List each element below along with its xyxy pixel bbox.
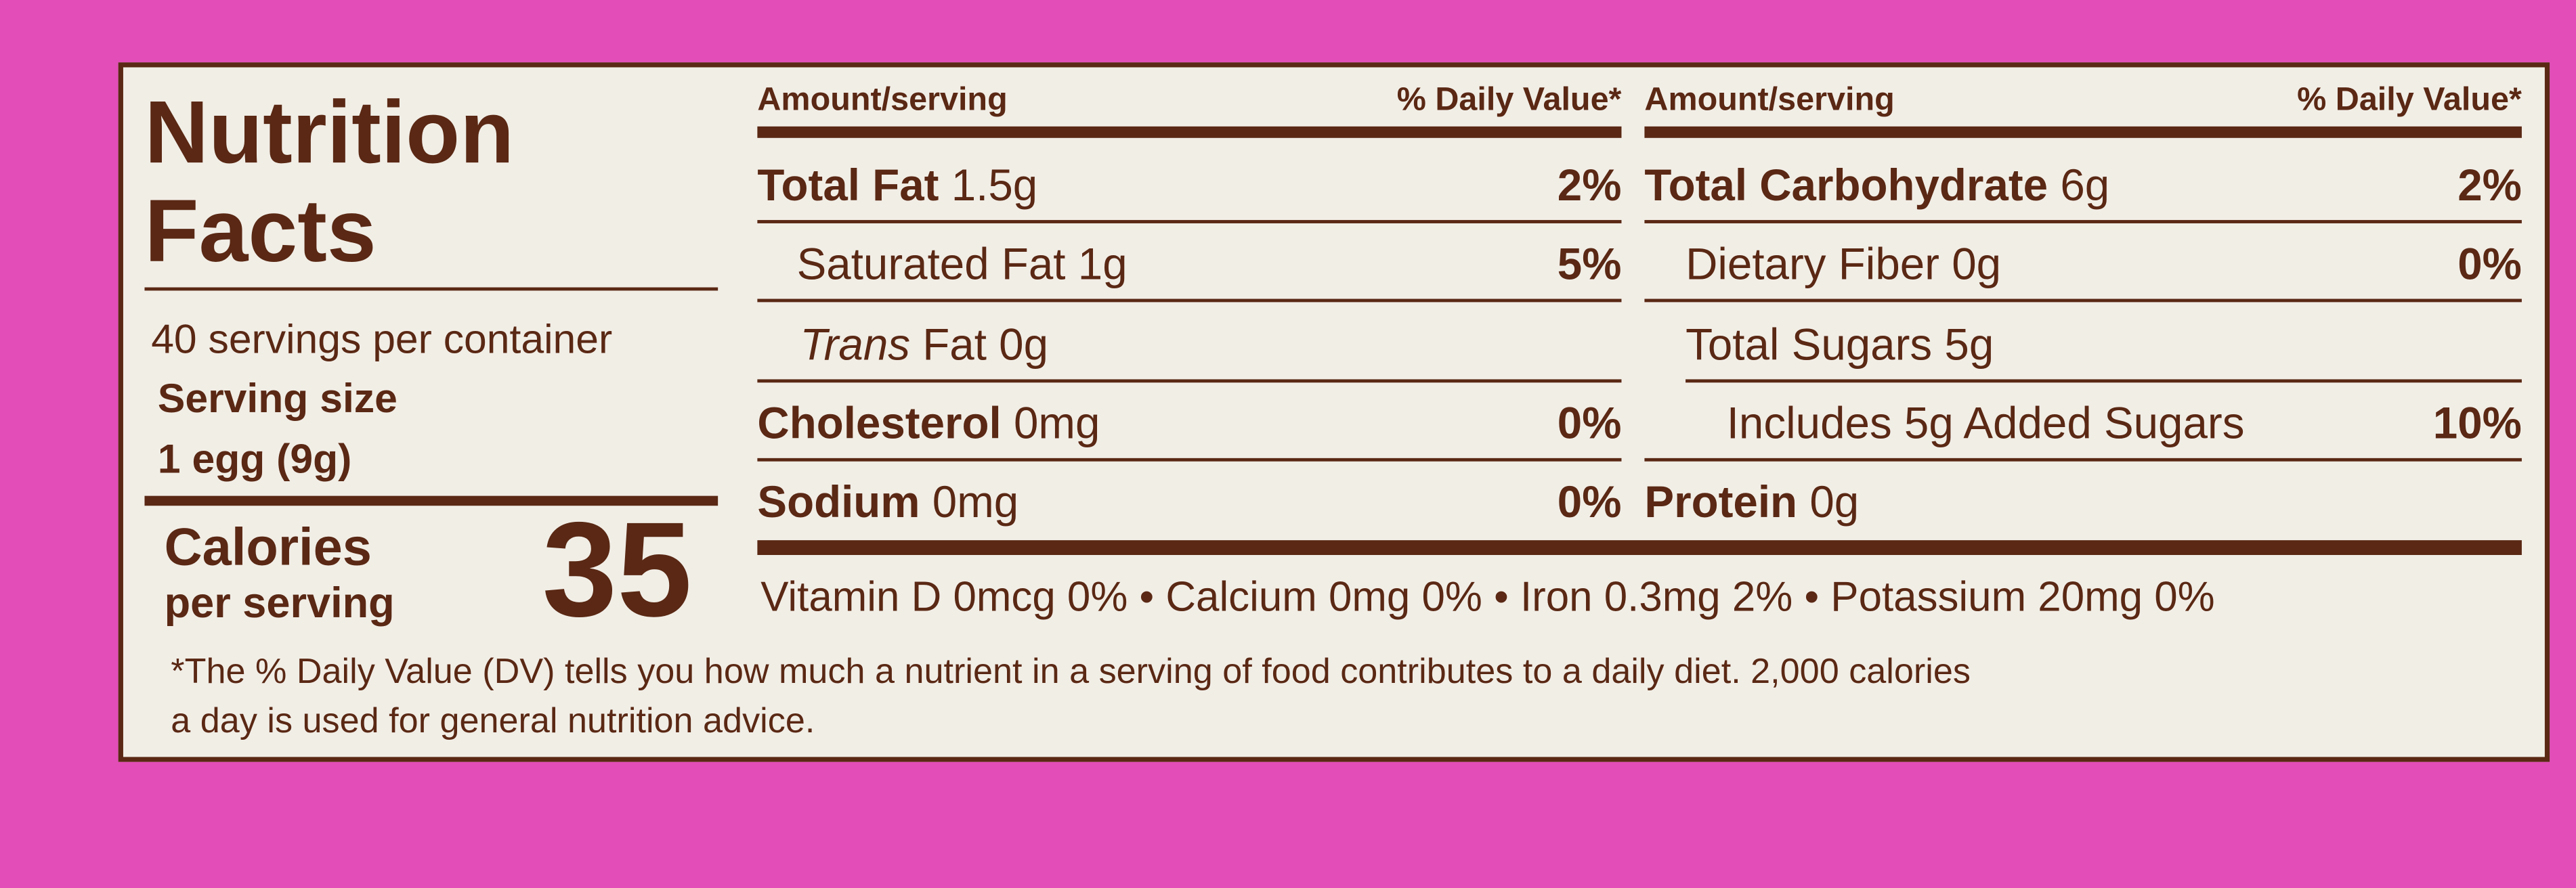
nutrient-dv: 5% (1557, 238, 1622, 288)
nutrient-row: Includes 5g Added Sugars 10% (1727, 391, 2522, 456)
rule (757, 126, 1622, 138)
nutrient-name: Dietary Fiber (1686, 238, 1940, 288)
rule (757, 379, 1622, 383)
nutrient-amount: 6g (2060, 160, 2110, 210)
rule (757, 298, 1622, 303)
nutrient-row: Cholesterol 0mg 0% (757, 391, 1621, 456)
nutrient-dv: 2% (1557, 160, 1622, 210)
nutrient-amount: 0mg (1013, 398, 1100, 448)
rule (1644, 458, 2522, 462)
rule (1644, 126, 2522, 138)
nutrient-dv: 0% (1557, 398, 1622, 448)
title: Facts (144, 182, 377, 281)
amount-header: Amount/serving (757, 82, 1008, 118)
nutrient-name: Trans (800, 319, 911, 369)
serving-size: 1 egg (9g) (157, 437, 352, 483)
nutrient-amount: 0g (1952, 238, 2002, 288)
calories-label: per serving (164, 577, 395, 627)
nutrient-row: Total Carbohydrate 6g 2% (1644, 153, 2521, 219)
nutrient-dv: 0% (2457, 238, 2522, 288)
nutrient-row: Sodium 0mg 0% (757, 470, 1621, 535)
dv-header: % Daily Value* (1396, 82, 1622, 118)
nutrient-name: Total Fat (757, 160, 939, 210)
rule (1644, 220, 2522, 223)
rule (144, 495, 718, 506)
nutrient-amount: 0g (999, 319, 1049, 369)
rule (144, 287, 718, 291)
footnote: a day is used for general nutrition advi… (171, 701, 815, 741)
nutrient-amount: 1g (1077, 238, 1128, 288)
nutrient-name: Protein (1644, 476, 1798, 527)
vitamins: Vitamin D 0mcg 0% • Calcium 0mg 0% • Iro… (760, 575, 2215, 621)
calories-value: 35 (542, 495, 692, 646)
nutrient-amount: 0g (1809, 476, 1860, 527)
nutrient-name: Sodium (757, 476, 920, 527)
nutrient-name: Total Carbohydrate (1644, 160, 2048, 210)
nutrient-name: Fat (922, 319, 987, 369)
nutrient-dv: 10% (2432, 398, 2522, 448)
nutrition-label (118, 62, 2550, 762)
serving-size-label: Serving size (157, 376, 398, 422)
calories-label: Calories (164, 517, 372, 577)
nutrient-name: Includes 5g Added Sugars (1726, 398, 2245, 448)
nutrient-amount: 0mg (932, 476, 1019, 527)
nutrient-dv: 0% (1557, 476, 1622, 527)
nutrient-row: Total Fat 1.5g 2% (757, 153, 1621, 219)
nutrient-row: Trans Fat 0g (800, 312, 1621, 378)
nutrient-dv: 2% (2457, 160, 2522, 210)
footnote: *The % Daily Value (DV) tells you how mu… (171, 652, 1971, 692)
rule (1644, 298, 2522, 303)
nutrient-name: Cholesterol (757, 398, 1002, 448)
nutrient-row: Saturated Fat 1g 5% (797, 231, 1622, 297)
servings: 40 servings per container (151, 317, 613, 363)
rule (757, 458, 1622, 462)
nutrient-name: Total Sugars (1686, 319, 1933, 369)
column-header: Amount/serving % Daily Value* (757, 82, 1621, 120)
column-header: Amount/serving % Daily Value* (1644, 82, 2521, 120)
rule (757, 220, 1622, 223)
dv-header: % Daily Value* (2297, 82, 2522, 118)
nutrient-amount: 1.5g (951, 160, 1038, 210)
rule (757, 540, 2522, 555)
nutrient-row: Protein 0g (1644, 470, 2521, 535)
nutrient-amount: 5g (1944, 319, 1994, 369)
nutrient-name: Saturated Fat (796, 238, 1066, 288)
title: Nutrition (144, 83, 515, 183)
nutrient-row: Total Sugars 5g (1686, 312, 2522, 378)
amount-header: Amount/serving (1644, 82, 1895, 118)
nutrient-row: Dietary Fiber 0g 0% (1686, 231, 2522, 297)
rule (1686, 379, 2522, 383)
